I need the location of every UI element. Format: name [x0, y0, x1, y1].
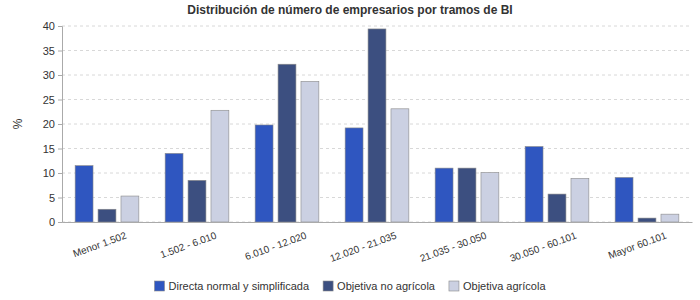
- bar: [278, 64, 296, 222]
- bars: [75, 29, 679, 222]
- tick-label: 30.050 - 60.101: [508, 230, 578, 264]
- tick-label: 5: [49, 192, 55, 204]
- bar: [165, 153, 183, 222]
- tick-mark: [58, 51, 62, 52]
- tick: Menor 1.502: [71, 222, 128, 259]
- tick-label: 12.020 - 21.035: [328, 230, 398, 264]
- tick-label: 15: [43, 143, 55, 155]
- tick: 12.020 - 21.035: [328, 222, 398, 264]
- tick-mark: [58, 222, 62, 223]
- plot: 0 5 10 15 20 25 30 35 40 Menor 1.502 1.502 - 6.010…: [43, 20, 693, 264]
- tick-label: 21.035 - 30.050: [418, 230, 488, 264]
- y-axis: 0 5 10 15 20 25 30 35 40: [43, 20, 63, 228]
- tick-label: Menor 1.502: [71, 230, 128, 260]
- tick-label: 30: [43, 69, 55, 81]
- legend: Directa normal y simplificada Objetiva no…: [155, 280, 547, 292]
- bar: [345, 128, 363, 222]
- bar: [435, 168, 453, 222]
- legend-label: Objetiva no agrícola: [337, 280, 436, 292]
- bar: [211, 110, 229, 222]
- legend-item: Directa normal y simplificada: [155, 280, 310, 292]
- tick-mark: [58, 124, 62, 125]
- bar: [121, 196, 139, 222]
- bar: [525, 147, 543, 222]
- tick: 35: [43, 45, 62, 57]
- tick: 30: [43, 69, 62, 81]
- tick: 1.502 - 6.010: [159, 222, 219, 260]
- tick-label: 1.502 - 6.010: [159, 230, 219, 261]
- bar: [98, 209, 116, 222]
- tick: 25: [43, 94, 62, 106]
- tick-label: 0: [49, 216, 55, 228]
- tick-mark: [58, 198, 62, 199]
- tick-mark: [58, 149, 62, 150]
- chart: Distribución de número de empresarios po…: [0, 0, 700, 300]
- bar: [188, 180, 206, 222]
- tick-label: 40: [43, 20, 55, 32]
- bar: [458, 168, 476, 222]
- tick-mark: [58, 75, 62, 76]
- tick: 21.035 - 30.050: [418, 222, 488, 264]
- legend-swatch: [323, 281, 333, 291]
- tick: 15: [43, 143, 62, 155]
- axis-line: [63, 222, 693, 223]
- legend-swatch: [155, 281, 165, 291]
- tick: 5: [49, 192, 62, 204]
- x-axis: Menor 1.502 1.502 - 6.010 6.010 - 12.020 12…: [63, 222, 693, 264]
- bar: [481, 173, 499, 222]
- bar: [615, 177, 633, 222]
- title: Distribución de número de empresarios po…: [187, 3, 512, 17]
- tick: 20: [43, 118, 62, 130]
- tick-mark: [58, 26, 62, 27]
- legend-label: Objetiva agrícola: [463, 280, 546, 292]
- tick: 30.050 - 60.101: [508, 222, 578, 264]
- bar: [255, 125, 273, 222]
- axis-title: %: [11, 118, 25, 129]
- tick: 6.010 - 12.020: [244, 222, 309, 262]
- bar: [548, 194, 566, 222]
- axis-line: [58, 27, 63, 223]
- bar: [391, 109, 409, 222]
- tick-label: 10: [43, 167, 55, 179]
- tick-mark: [58, 173, 62, 174]
- bar: [571, 178, 589, 222]
- grid-line: [62, 26, 692, 27]
- bar: [368, 29, 386, 222]
- tick: 0: [49, 216, 62, 228]
- legend-label: Directa normal y simplificada: [169, 280, 310, 292]
- tick-label: 20: [43, 118, 55, 130]
- legend-item: Objetiva no agrícola: [323, 280, 436, 292]
- legend-item: Objetiva agrícola: [449, 280, 546, 292]
- tick-label: 25: [43, 94, 55, 106]
- tick: Mayor 60.101: [607, 222, 669, 261]
- tick-mark: [58, 100, 62, 101]
- bar: [301, 81, 319, 222]
- bar: [75, 166, 93, 222]
- bar: [661, 214, 679, 222]
- tick: 40: [43, 20, 62, 32]
- tick-label: Mayor 60.101: [607, 230, 669, 261]
- bar: [638, 218, 656, 222]
- grid: [62, 26, 692, 222]
- tick-label: 35: [43, 45, 55, 57]
- tick: 10: [43, 167, 62, 179]
- legend-swatch: [449, 281, 459, 291]
- tick-label: 6.010 - 12.020: [244, 230, 309, 263]
